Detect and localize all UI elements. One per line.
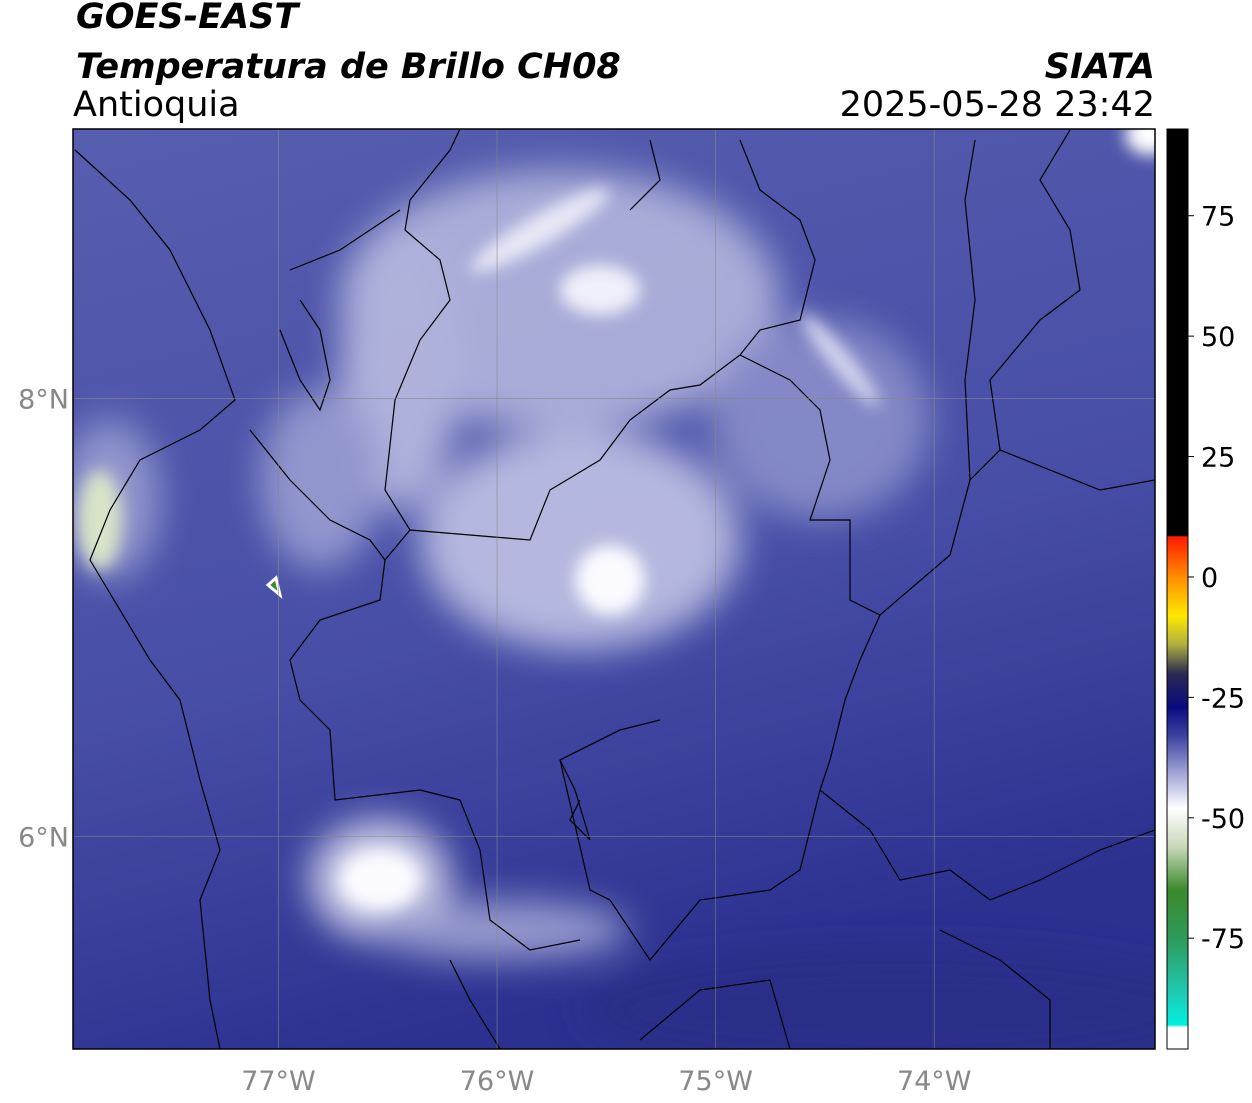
title: GOES-EAST bbox=[76, 0, 301, 37]
lon-tick-label: 76°W bbox=[460, 1066, 535, 1097]
colorbar-tick-label: 0 bbox=[1201, 563, 1218, 594]
colorbar-tick-label: 50 bbox=[1201, 322, 1235, 353]
colorbar bbox=[1166, 128, 1189, 1050]
lon-tick-label: 77°W bbox=[241, 1066, 316, 1097]
subtitle: Temperatura de Brillo CH08 bbox=[76, 47, 621, 87]
region: Antioquia bbox=[73, 85, 240, 125]
colorbar-tick-label: -75 bbox=[1201, 924, 1245, 955]
colorbar-tick-label: -50 bbox=[1201, 804, 1245, 835]
lat-tick-label: 6°N bbox=[18, 823, 69, 854]
timestamp: 2025-05-28 23:42 bbox=[840, 85, 1155, 125]
colorbar-tick-label: 75 bbox=[1201, 202, 1235, 233]
lon-tick-label: 75°W bbox=[678, 1066, 753, 1097]
colorbar-tick-label: 25 bbox=[1201, 443, 1235, 474]
colorbar-tick-label: -25 bbox=[1201, 683, 1245, 714]
source: SIATA bbox=[1045, 47, 1155, 87]
lat-tick-label: 8°N bbox=[18, 384, 69, 415]
map-field bbox=[73, 129, 1155, 1049]
map-frame bbox=[72, 128, 1156, 1050]
lon-tick-label: 74°W bbox=[897, 1066, 972, 1097]
